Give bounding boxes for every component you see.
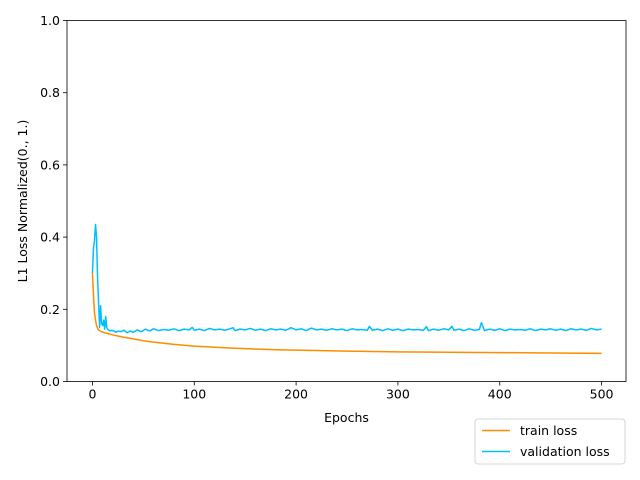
x-axis-ticks: 0 100 200 300 400 500 (88, 381, 614, 402)
x-tick-label: 400 (488, 387, 512, 402)
legend: train loss validation loss (474, 418, 626, 465)
legend-label-validation-loss: validation loss (520, 444, 610, 459)
legend-box (474, 418, 626, 465)
y-tick-label: 0.8 (40, 85, 60, 100)
plot-area (66, 20, 627, 382)
x-tick-label: 100 (182, 387, 206, 402)
y-tick-label: 1.0 (40, 13, 60, 28)
series-line-train-loss (91, 273, 602, 355)
y-tick-label: 0.0 (40, 374, 60, 389)
y-axis-label: L1 Loss Normalized(0., 1.) (15, 120, 30, 283)
x-tick-label: 300 (386, 387, 410, 402)
legend-label-train-loss: train loss (520, 423, 577, 438)
x-tick-label: 0 (88, 387, 96, 402)
series-layer (91, 223, 602, 355)
x-tick-label: 500 (590, 387, 614, 402)
y-tick-label: 0.6 (40, 157, 60, 172)
y-axis-ticks: 0.0 0.2 0.4 0.6 0.8 1.0 (40, 13, 67, 389)
x-tick-label: 200 (284, 387, 308, 402)
x-axis-label: Epochs (324, 410, 369, 425)
series-line-validation-loss (91, 223, 602, 334)
y-tick-label: 0.2 (40, 302, 60, 317)
y-tick-label: 0.4 (40, 230, 60, 245)
